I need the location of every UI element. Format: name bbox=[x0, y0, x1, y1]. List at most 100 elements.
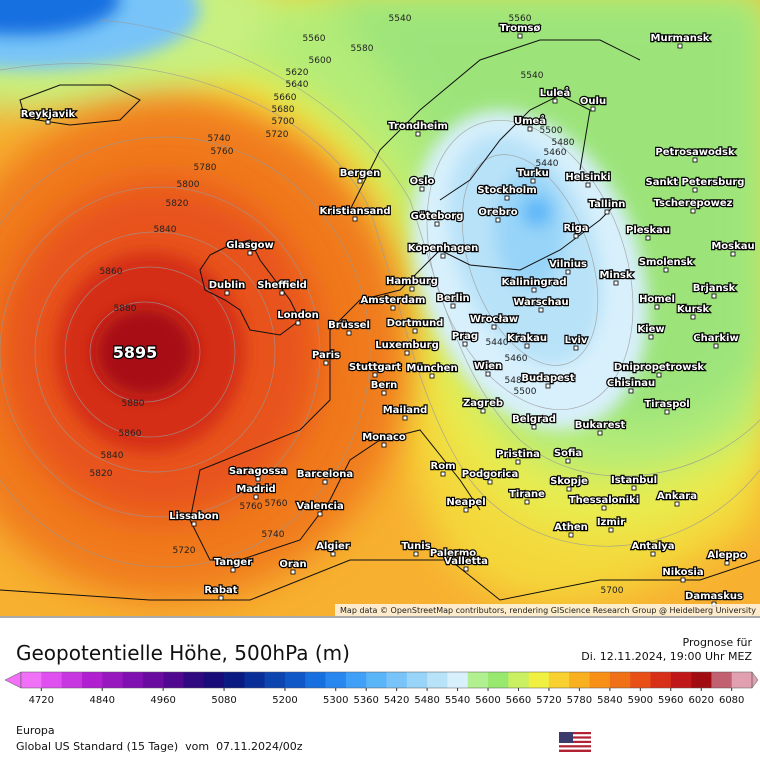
contour-label: 5895 bbox=[113, 343, 158, 362]
city-label: Pristina bbox=[496, 449, 540, 460]
city-marker bbox=[628, 388, 634, 394]
city-label: Warschau bbox=[513, 297, 568, 308]
city-label: Saragossa bbox=[229, 466, 287, 477]
city-marker bbox=[462, 341, 468, 347]
contour-label: 5540 bbox=[389, 14, 412, 24]
city-marker bbox=[565, 458, 571, 464]
colorbar-cell bbox=[224, 672, 245, 688]
colorbar-cell bbox=[61, 672, 83, 688]
city-label: Kristiansand bbox=[319, 206, 390, 217]
city-label: Helsinki bbox=[565, 172, 610, 183]
city-marker bbox=[224, 290, 230, 296]
city-marker bbox=[713, 343, 719, 349]
city-marker bbox=[434, 221, 440, 227]
city-label: Oran bbox=[279, 559, 306, 570]
colorbar-tick-label: 5840 bbox=[597, 695, 622, 706]
city-marker bbox=[692, 157, 698, 163]
colorbar-cell bbox=[406, 672, 428, 688]
city-label: Prag bbox=[452, 331, 478, 342]
city-label: Kaliningrad bbox=[501, 277, 566, 288]
city-marker bbox=[191, 521, 197, 527]
attribution-bg bbox=[335, 604, 760, 616]
city-marker bbox=[429, 373, 435, 379]
city-marker bbox=[413, 551, 419, 557]
colorbar-arrow-high bbox=[751, 671, 759, 689]
city-marker bbox=[573, 233, 579, 239]
city-marker bbox=[648, 334, 654, 340]
colorbar-cell bbox=[21, 672, 42, 688]
city-marker bbox=[663, 267, 669, 273]
city-label: Stuttgart bbox=[349, 362, 402, 373]
colorbar-tick-label: 4960 bbox=[150, 695, 175, 706]
city-label: Rom bbox=[431, 461, 456, 472]
city-label: Reykjavik bbox=[21, 109, 76, 120]
contour-label: 5600 bbox=[309, 56, 332, 66]
colorbar-cell bbox=[284, 672, 306, 688]
city-marker bbox=[463, 566, 469, 572]
contour-label: 5500 bbox=[540, 126, 563, 136]
city-marker bbox=[390, 305, 396, 311]
contour-label: 5840 bbox=[154, 225, 177, 235]
city-marker bbox=[323, 360, 329, 366]
colorbar-cell bbox=[691, 672, 712, 688]
colorbar-cell bbox=[122, 672, 144, 688]
colorbar-cell bbox=[508, 672, 529, 688]
city-marker bbox=[357, 178, 363, 184]
city-label: Skopje bbox=[550, 476, 588, 487]
city-label: Luleå bbox=[540, 86, 570, 99]
colorbar-cell bbox=[609, 672, 631, 688]
city-label: Tallinn bbox=[589, 199, 626, 210]
city-marker bbox=[381, 390, 387, 396]
city-marker bbox=[654, 304, 660, 310]
city-marker bbox=[552, 98, 558, 104]
city-label: Tunis bbox=[401, 541, 430, 552]
contour-label: 5720 bbox=[266, 130, 289, 140]
city-label: Homel bbox=[639, 294, 675, 305]
city-label: Berlin bbox=[436, 293, 469, 304]
city-label: Umeå bbox=[514, 114, 546, 127]
city-marker bbox=[255, 476, 261, 482]
city-label: Istanbul bbox=[611, 475, 657, 486]
city-marker bbox=[352, 216, 358, 222]
colorbar-tick-label: 5360 bbox=[353, 695, 378, 706]
contour-label: 5560 bbox=[509, 14, 532, 24]
contour-label: 5460 bbox=[544, 148, 567, 158]
city-marker bbox=[317, 511, 323, 517]
city-marker bbox=[45, 119, 51, 125]
city-label: Charkiw bbox=[693, 333, 738, 344]
city-marker bbox=[674, 501, 680, 507]
city-marker bbox=[524, 499, 530, 505]
city-label: Kopenhagen bbox=[408, 243, 478, 254]
city-marker bbox=[504, 195, 510, 201]
forecast-time: Di. 12.11.2024, 19:00 Uhr MEZ bbox=[581, 650, 752, 663]
city-label: Paris bbox=[312, 350, 340, 361]
colorbar-cell bbox=[467, 672, 489, 688]
city-marker bbox=[645, 235, 651, 241]
colorbar-tick-label: 5080 bbox=[211, 695, 236, 706]
city-marker bbox=[585, 182, 591, 188]
city-label: Barcelona bbox=[297, 469, 353, 480]
colorbar-cell bbox=[650, 672, 672, 688]
colorbar-cell bbox=[630, 672, 651, 688]
city-label: Lissabon bbox=[169, 511, 219, 522]
colorbar: 4720 4840 4960 5080 5200 5300 5360 5420 5480 5540… bbox=[4, 671, 759, 706]
city-marker bbox=[650, 551, 656, 557]
city-marker bbox=[330, 551, 336, 557]
colorbar-cell bbox=[183, 672, 205, 688]
city-label: Kiew bbox=[637, 324, 664, 335]
city-marker bbox=[381, 442, 387, 448]
city-label: Thessaloniki bbox=[569, 495, 639, 506]
city-marker bbox=[613, 280, 619, 286]
city-label: Kursk bbox=[677, 304, 710, 315]
city-marker bbox=[677, 43, 683, 49]
colorbar-cell bbox=[244, 672, 265, 688]
attribution: Map data © OpenStreetMap contributors, r… bbox=[340, 606, 756, 615]
colorbar-cell bbox=[325, 672, 347, 688]
colorbar-tick-label: 5300 bbox=[323, 695, 348, 706]
city-marker bbox=[517, 33, 523, 39]
city-label: Valencia bbox=[296, 501, 343, 512]
contour-label: 5720 bbox=[173, 546, 196, 556]
contour-lines bbox=[0, 19, 760, 568]
